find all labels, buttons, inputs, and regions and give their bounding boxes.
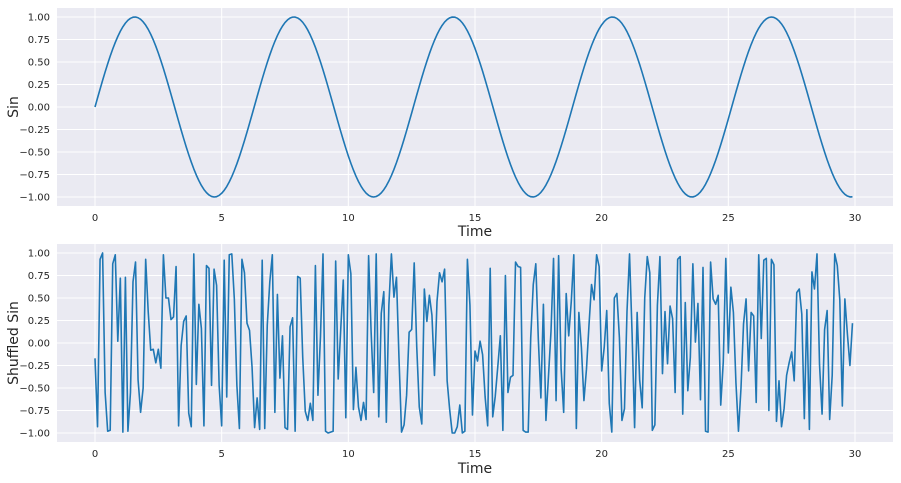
sin-x-ticks: 0 5 10 15 20 25 30 <box>92 213 862 224</box>
shuffled-sin-y-tick-label: 0.25 <box>28 316 50 327</box>
shuffled-sin-x-tick-label: 15 <box>469 449 482 460</box>
sin-y-tick-label: 0.50 <box>28 58 50 69</box>
sin-x-tick-label: 30 <box>849 213 862 224</box>
shuffled-sin-x-ticks: 0 5 10 15 20 25 30 <box>92 449 862 460</box>
sin-y-tick-label: −0.75 <box>19 170 50 181</box>
shuffled-sin-x-tick-label: 25 <box>722 449 735 460</box>
shuffled-sin-y-axis-label: Shuffled Sin <box>6 301 22 385</box>
shuffled-sin-x-tick-label: 0 <box>92 449 98 460</box>
sin-x-tick-label: 25 <box>722 213 735 224</box>
sin-y-ticks: 1.00 0.75 0.50 0.25 0.00 −0.25 −0.50 −0.75 −1.00 <box>19 13 50 204</box>
shuffled-sin-x-tick-label: 10 <box>342 449 355 460</box>
sin-y-tick-label: −0.25 <box>19 125 50 136</box>
shuffled-sin-y-tick-label: −0.75 <box>19 406 50 417</box>
shuffled-sin-chart: 1.00 0.75 0.50 0.25 0.00 −0.25 −0.50 −0.75 −1.00… <box>6 244 893 477</box>
sin-x-tick-label: 0 <box>92 213 98 224</box>
shuffled-sin-x-tick-label: 5 <box>218 449 224 460</box>
sin-y-tick-label: 1.00 <box>28 13 50 24</box>
shuffled-sin-grid <box>57 244 893 442</box>
sin-y-tick-label: 0.25 <box>28 80 50 91</box>
sin-x-tick-label: 10 <box>342 213 355 224</box>
sin-series-line <box>94 16 853 198</box>
shuffled-sin-y-tick-label: 0.00 <box>28 339 50 350</box>
sin-y-tick-label: 0.00 <box>28 103 50 114</box>
shuffled-sin-x-tick-label: 20 <box>595 449 608 460</box>
shuffled-sin-y-tick-label: −0.50 <box>19 384 50 395</box>
sin-x-axis-label: Time <box>457 224 492 240</box>
shuffled-sin-y-tick-label: 0.75 <box>28 271 50 282</box>
sin-y-tick-label: 0.75 <box>28 35 50 46</box>
sin-y-axis-label: Sin <box>6 96 22 118</box>
sin-y-tick-label: −0.50 <box>19 148 50 159</box>
sin-y-tick-label: −1.00 <box>19 193 50 204</box>
sin-x-tick-label: 15 <box>469 213 482 224</box>
shuffled-sin-series-line <box>94 252 854 434</box>
shuffled-sin-y-ticks: 1.00 0.75 0.50 0.25 0.00 −0.25 −0.50 −0.75 −1.00 <box>19 249 50 440</box>
sin-x-tick-label: 20 <box>595 213 608 224</box>
sin-x-tick-label: 5 <box>218 213 224 224</box>
shuffled-sin-y-tick-label: −0.25 <box>19 361 50 372</box>
shuffled-sin-x-axis-label: Time <box>457 461 492 477</box>
shuffled-sin-y-tick-label: 0.50 <box>28 294 50 305</box>
shuffled-sin-y-tick-label: −1.00 <box>19 429 50 440</box>
shuffled-sin-x-tick-label: 30 <box>849 449 862 460</box>
shuffled-sin-y-tick-label: 1.00 <box>28 249 50 260</box>
sin-chart: 1.00 0.75 0.50 0.25 0.00 −0.25 −0.50 −0.75 −1.00… <box>6 8 893 240</box>
